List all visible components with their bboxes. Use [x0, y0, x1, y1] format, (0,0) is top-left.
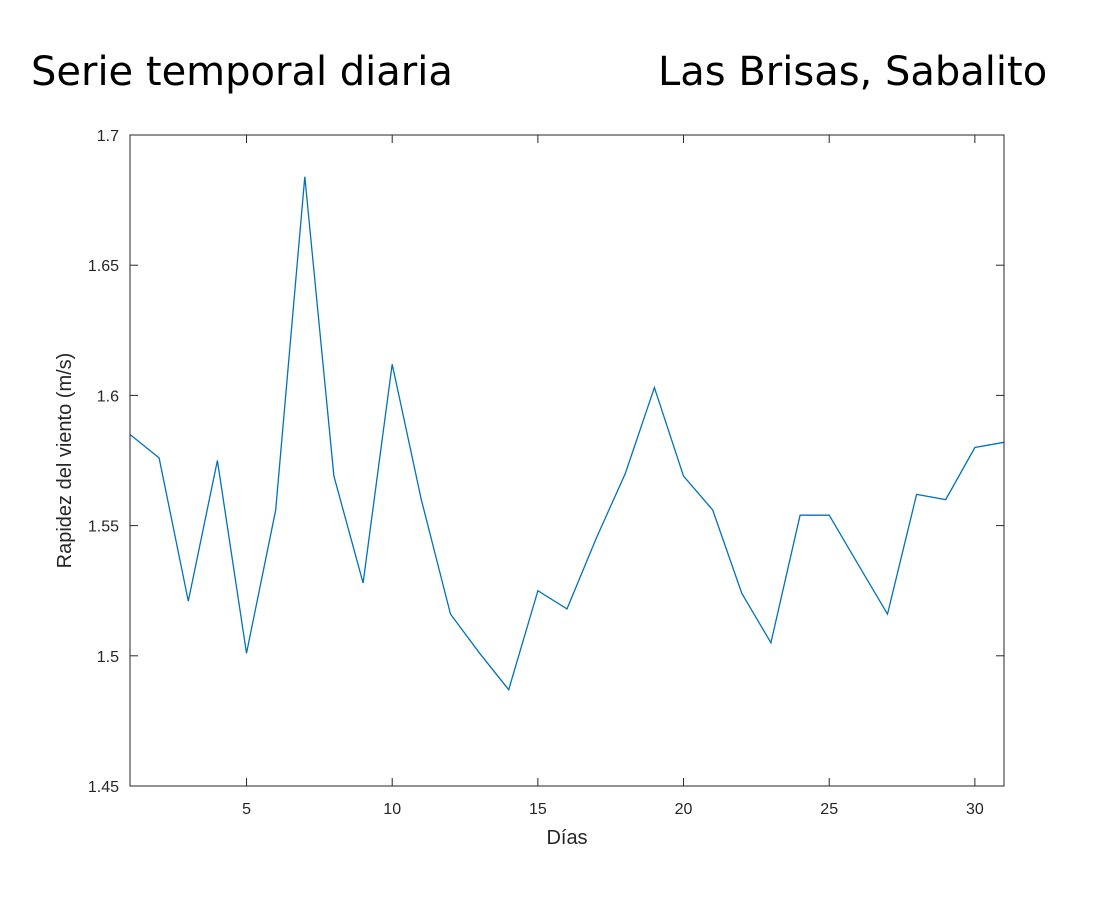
x-tick-label: 5: [242, 801, 251, 818]
y-tick-label: 1.5: [97, 649, 119, 666]
x-tick-label: 15: [529, 801, 547, 818]
y-tick-label: 1.45: [88, 779, 119, 796]
axes-box: [129, 134, 1005, 787]
chart-title-left: Serie temporal diaria: [31, 49, 453, 95]
y-tick-label: 1.7: [97, 128, 119, 145]
y-tick-label: 1.65: [88, 258, 119, 275]
tick-marks: [130, 134, 1004, 787]
x-tick-label: 30: [966, 801, 984, 818]
x-tick-label: 20: [675, 801, 693, 818]
tick-labels: 5 10 15 20 25 30 1.45 1.5 1.55 1.6 1.65 1.7: [88, 128, 984, 818]
x-tick-label: 10: [383, 801, 401, 818]
y-axis-label: Rapidez del viento (m/s): [54, 353, 76, 569]
y-tick-label: 1.55: [88, 519, 119, 536]
y-tick-label: 1.6: [97, 388, 119, 405]
x-tick-label: 25: [820, 801, 838, 818]
series-group: [129, 176, 1005, 692]
chart-title-right: Las Brisas, Sabalito: [658, 49, 1048, 95]
series-line: [129, 176, 1005, 692]
x-axis-label: Días: [546, 827, 587, 849]
